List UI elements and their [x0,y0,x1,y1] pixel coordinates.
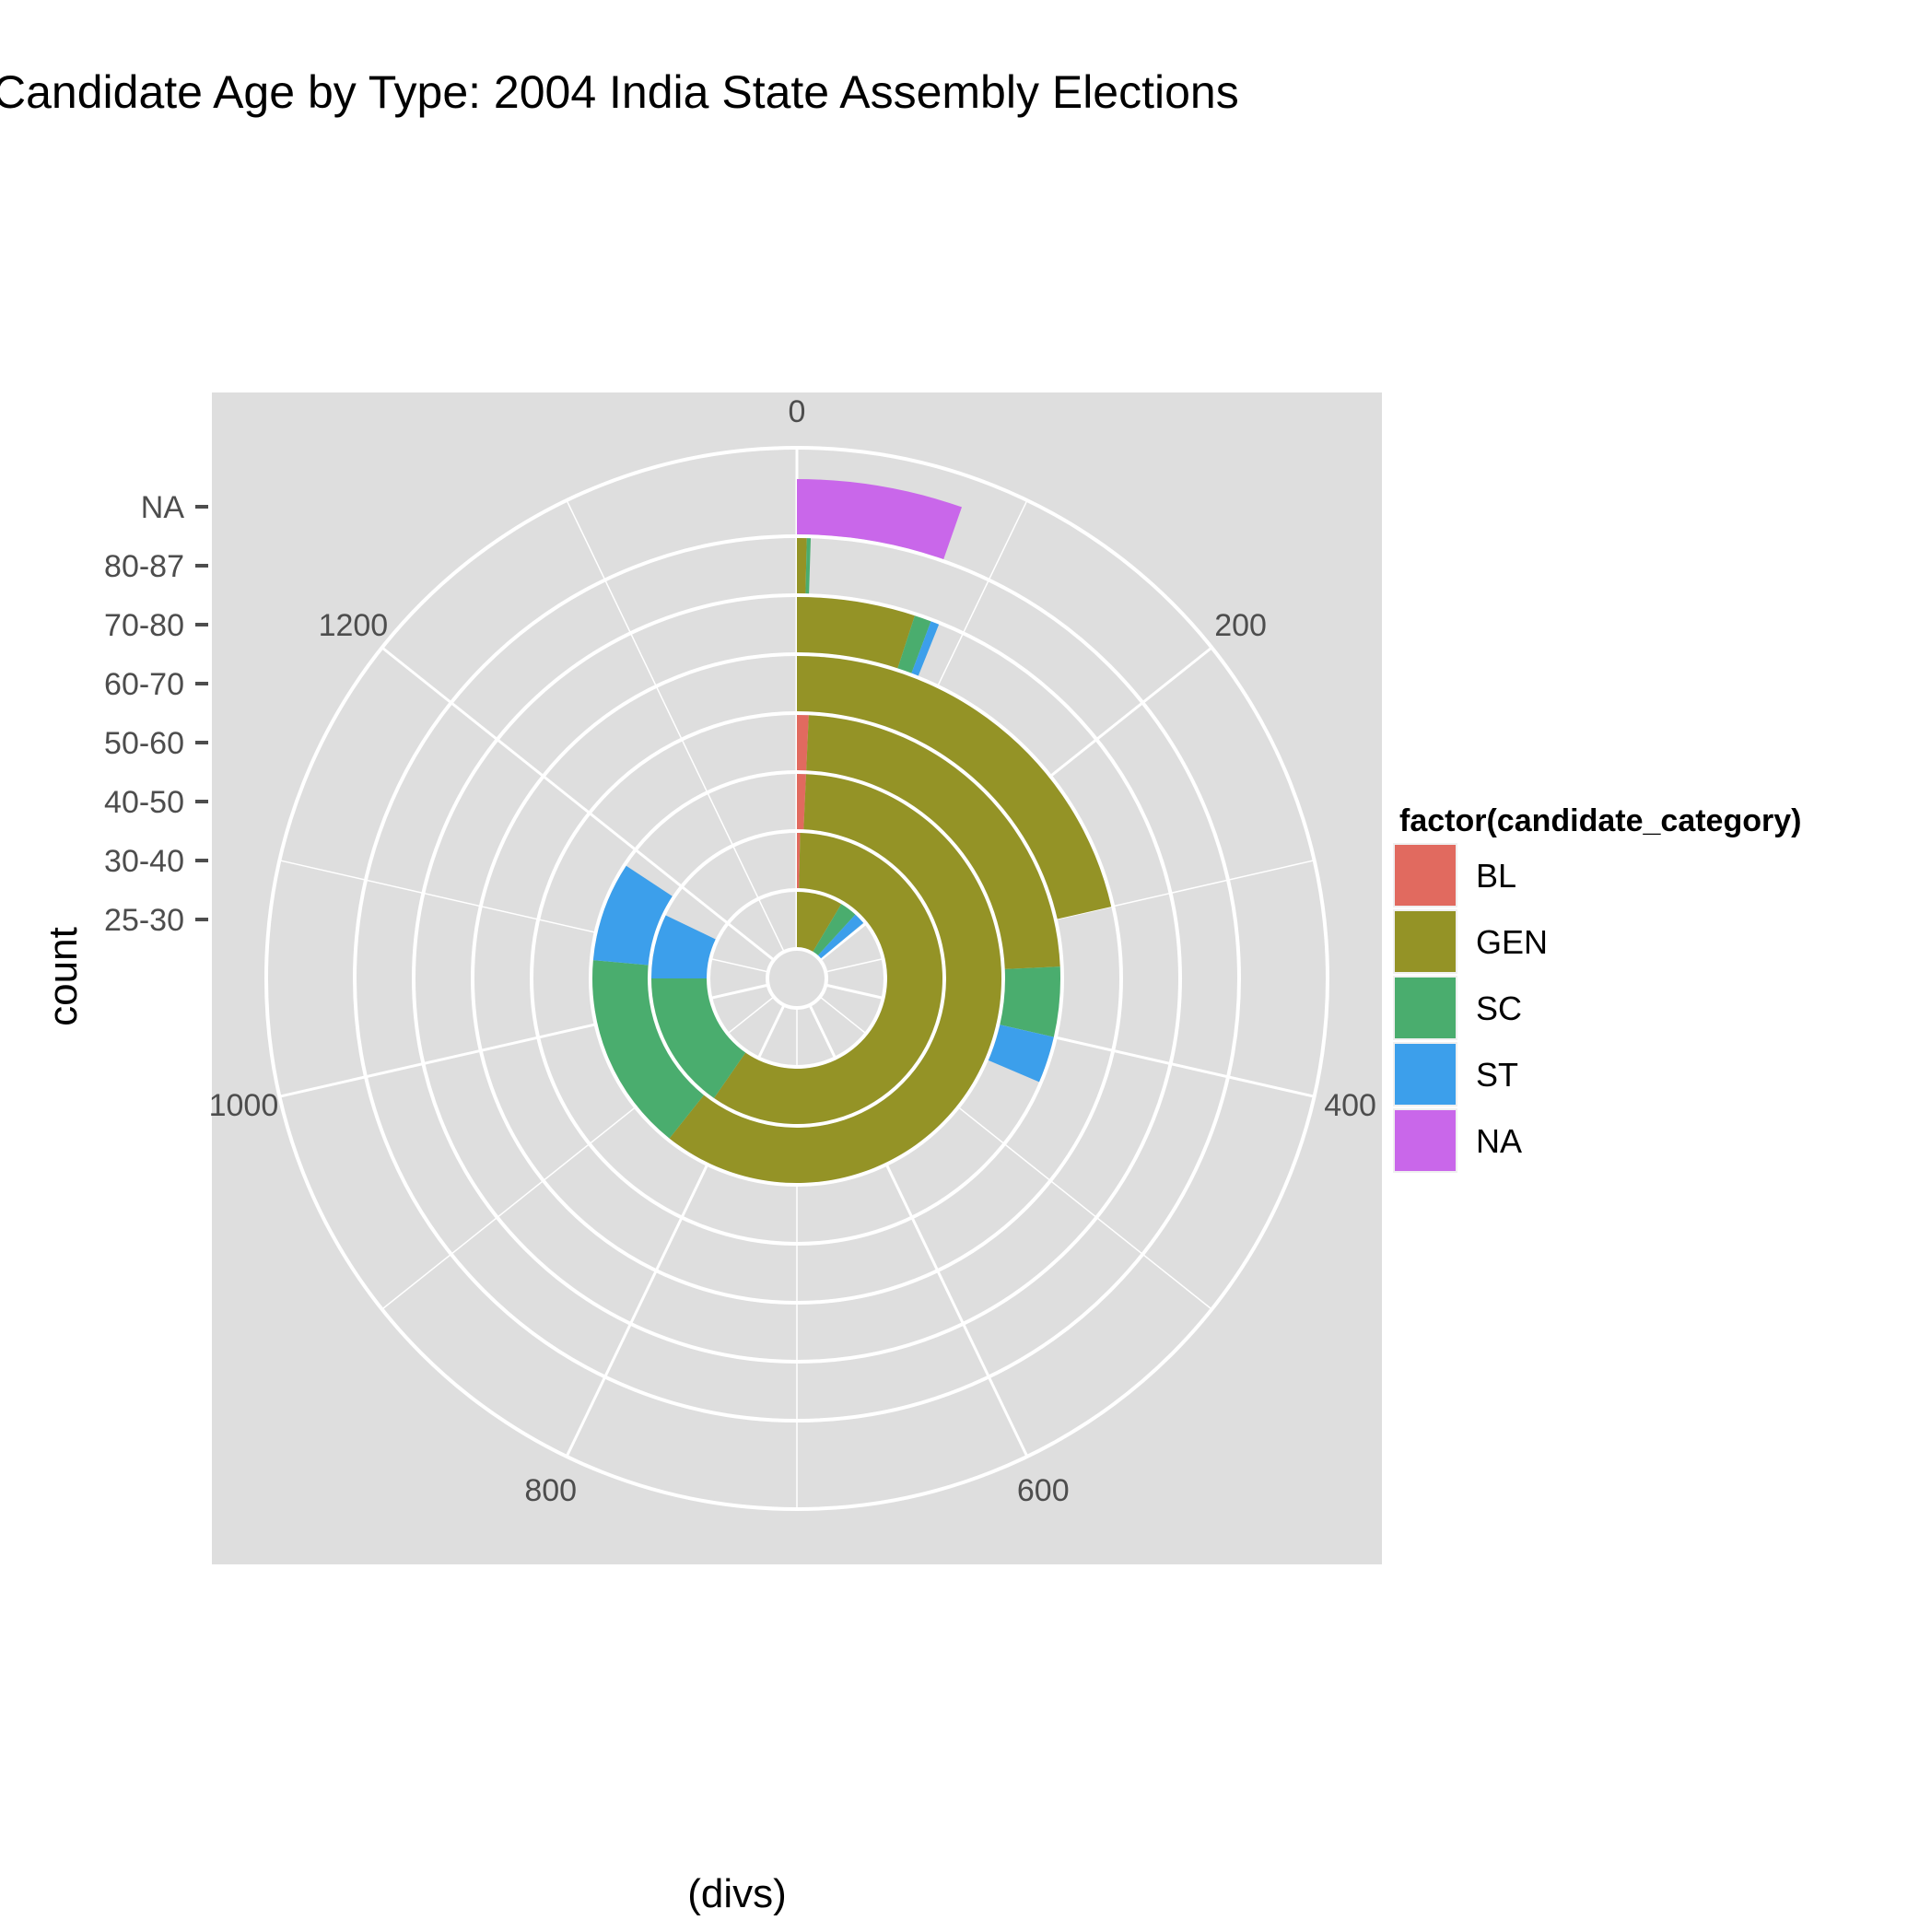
bar-segment [797,656,1112,919]
bar-segment [651,978,746,1098]
bar-segment [988,1025,1054,1083]
grid-spoke [380,646,775,962]
angle-tick-label: 600 [1017,1473,1070,1508]
radial-tick-label: 80-87 [104,549,184,584]
angle-tick-label: 1000 [209,1088,279,1123]
legend-swatch [1395,978,1456,1038]
radial-tick-label: 30-40 [104,844,184,879]
legend-label: SC [1476,989,1522,1027]
radial-tick-label: 50-60 [104,726,184,761]
bar-segment [592,960,704,1139]
legend-swatch [1395,845,1456,906]
y-axis-title: count [41,927,86,1026]
bar-segment [897,615,931,673]
bar-segment [797,892,842,952]
legend-background [1382,780,1879,1200]
angle-tick-label: 800 [524,1473,577,1508]
radial-tick-label: NA [141,490,185,525]
bar-layer [592,479,1112,1183]
legend: factor(candidate_category) BL GEN SC ST NA [1382,780,1879,1200]
bar-segment [714,833,942,1124]
angle-tick-label: 200 [1214,608,1267,643]
angle-tick-label: 1200 [319,608,389,643]
legend-label: GEN [1476,923,1548,961]
legend-label: BL [1476,857,1516,895]
angle-tick-label: 0 [789,394,806,429]
bar-segment [813,904,856,955]
bar-segment [651,915,716,978]
bar-segment [797,479,963,560]
radial-tick-label: 70-80 [104,608,184,643]
angle-tick-label: 400 [1324,1088,1376,1123]
bar-segment [797,538,807,594]
angle-tick-labels: 0 200 400 600 800 1000 1200 [209,394,1376,1508]
grid-spoke [566,499,785,953]
radial-tick-label: 40-50 [104,785,184,820]
radial-tick-label: 60-70 [104,667,184,702]
legend-swatch [1395,1110,1456,1171]
radial-tick-label: 25-30 [104,903,184,938]
bar-segment [592,865,673,966]
bar-segment [797,715,809,771]
bar-segment [797,774,806,830]
bar-segment [797,597,915,669]
bar-segment [817,914,864,959]
x-axis-title: (divs) [687,1871,787,1916]
bar-segment [797,833,801,889]
radial-axis: 25-30 30-40 40-50 50-60 60-70 70-80 80-87 NA [104,490,208,938]
bar-segment [806,715,1060,969]
chart-title: Candidate Age by Type: 2004 India State … [0,66,1239,118]
bar-segment [911,621,940,676]
legend-title: factor(candidate_category) [1399,803,1801,838]
legend-swatch [1395,1044,1456,1105]
legend-label: ST [1476,1056,1518,1094]
legend-swatch [1395,911,1456,972]
bar-segment [805,538,812,594]
bar-segment [669,774,1002,1183]
legend-label: NA [1476,1122,1522,1160]
legend-items: BL GEN SC ST NA [1393,843,1548,1173]
bar-segment [1000,966,1060,1037]
